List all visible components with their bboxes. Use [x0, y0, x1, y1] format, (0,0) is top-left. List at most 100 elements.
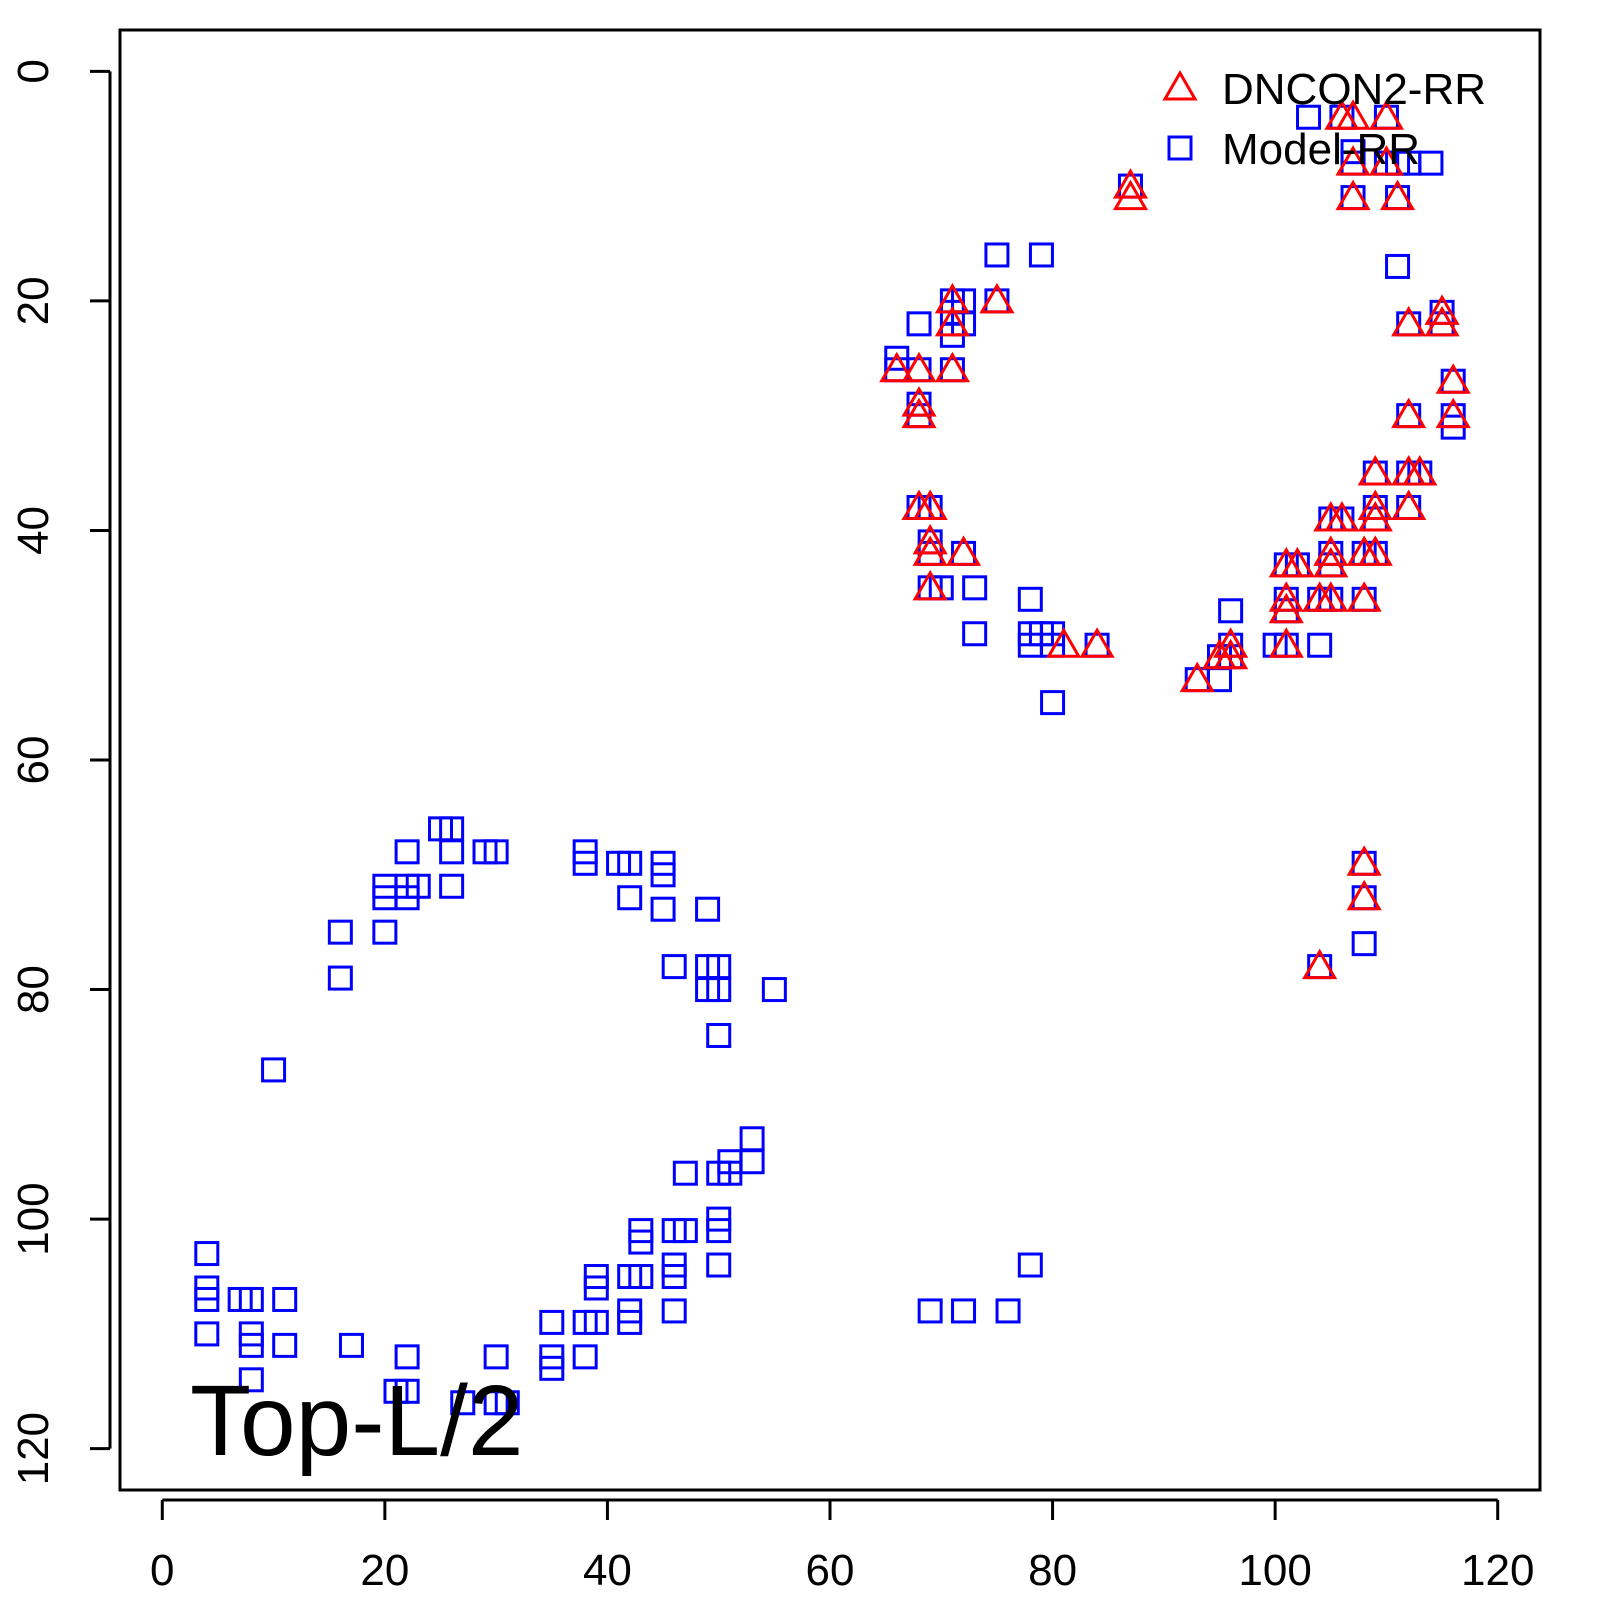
- dncon2-rr-point: [1335, 99, 1371, 130]
- x-tick-label: 120: [1461, 1546, 1534, 1595]
- model-rr-point: [706, 1252, 732, 1278]
- model-rr-point: [439, 839, 465, 865]
- dncon2-rr-point: [1268, 627, 1304, 658]
- model-rr-point: [1017, 1252, 1043, 1278]
- dncon2-rr-point: [1379, 179, 1416, 211]
- model-rr-point: [539, 1355, 565, 1381]
- dncon2-rr-point: [1391, 489, 1427, 520]
- x-tick-label: 20: [360, 1546, 409, 1595]
- dncon2-rr-point: [1357, 455, 1393, 486]
- model-rr-point: [661, 954, 687, 980]
- model-rr-point: [739, 1149, 765, 1175]
- model-rr-point: [194, 1286, 220, 1312]
- dncon2-rr-point: [934, 351, 971, 383]
- model-rr-point: [628, 1229, 654, 1255]
- legend-marker-dncon2-rr: [1162, 69, 1198, 101]
- model-rr-point: [1218, 598, 1244, 624]
- model-rr-point: [238, 1332, 264, 1358]
- dncon2-rr-point: [912, 569, 948, 601]
- model-rr-point: [984, 242, 1010, 268]
- dncon2-rr-point: [1112, 168, 1149, 199]
- dncon2-rr-point: [1324, 500, 1360, 532]
- model-rr-point: [338, 1332, 364, 1358]
- x-tick-label: 0: [150, 1546, 174, 1595]
- series-model-rr: [194, 104, 1466, 1416]
- model-rr-point: [394, 839, 420, 865]
- dncon2-rr-point: [1268, 592, 1304, 624]
- dncon2-rr-point: [1357, 535, 1393, 566]
- model-rr-point: [1296, 104, 1322, 130]
- model-rr-point: [372, 919, 398, 945]
- model-rr-point: [706, 977, 732, 1003]
- y-tick-label: 120: [9, 1412, 58, 1485]
- model-rr-point: [962, 575, 988, 601]
- dncon2-rr-point: [1302, 948, 1338, 980]
- model-rr-point: [951, 1298, 977, 1324]
- x-tick-label: 60: [806, 1546, 855, 1595]
- model-rr-point: [1418, 150, 1444, 176]
- dncon2-rr-point: [1424, 305, 1460, 337]
- dncon2-rr-point: [1268, 581, 1304, 612]
- model-rr-point: [1385, 253, 1411, 279]
- dncon2-rr-point: [1346, 845, 1382, 876]
- plot-annotation: Top-L/2: [190, 1365, 524, 1477]
- model-rr-point: [483, 1344, 509, 1370]
- legend-label: Model-RR: [1222, 125, 1420, 174]
- dncon2-rr-point: [1435, 397, 1471, 429]
- model-rr-point: [238, 1286, 264, 1312]
- dncon2-rr-point: [1079, 627, 1115, 658]
- dncon2-rr-point: [934, 305, 971, 337]
- dncon2-rr-point: [1346, 581, 1382, 612]
- y-axis: 0 20 40 60 80 100 120: [9, 59, 112, 1485]
- dncon2-rr-point: [1424, 294, 1460, 325]
- model-rr-point: [450, 1390, 476, 1416]
- model-rr-point: [995, 1298, 1021, 1324]
- model-rr-point: [650, 862, 676, 888]
- dncon2-rr-point: [1213, 638, 1249, 670]
- x-tick-label: 40: [583, 1546, 632, 1595]
- model-rr-point: [494, 1390, 520, 1416]
- model-rr-point: [327, 965, 353, 991]
- dncon2-rr-point: [1046, 627, 1082, 658]
- y-tick-label: 100: [9, 1182, 58, 1255]
- model-rr-point: [672, 1218, 698, 1244]
- x-tick-label: 80: [1028, 1546, 1077, 1595]
- dncon2-rr-point: [1279, 546, 1315, 578]
- model-rr-point: [238, 1367, 264, 1393]
- model-rr-point: [572, 1344, 598, 1370]
- dncon2-rr-point: [1335, 145, 1371, 176]
- dncon2-rr-point: [1313, 581, 1349, 612]
- dncon2-rr-point: [945, 535, 982, 566]
- model-rr-point: [405, 873, 431, 899]
- y-tick-label: 80: [9, 965, 58, 1014]
- model-rr-point: [1028, 242, 1054, 268]
- model-rr-point: [261, 1057, 287, 1083]
- model-rr-point: [617, 1309, 643, 1335]
- dncon2-rr-point: [1313, 546, 1349, 578]
- model-rr-point: [661, 1298, 687, 1324]
- model-rr-point: [1307, 632, 1333, 658]
- model-rr-point: [583, 1275, 609, 1301]
- model-rr-point: [272, 1332, 298, 1358]
- model-rr-point: [1351, 931, 1377, 957]
- dncon2-rr-point: [1313, 535, 1349, 566]
- model-rr-point: [706, 1022, 732, 1048]
- model-rr-point: [906, 311, 932, 337]
- model-rr-point: [194, 1321, 220, 1347]
- dncon2-rr-point: [1112, 179, 1149, 211]
- dncon2-rr-point: [1357, 500, 1393, 532]
- dncon2-rr-point: [1402, 455, 1438, 486]
- model-rr-point: [327, 919, 353, 945]
- model-rr-point: [706, 1218, 732, 1244]
- y-tick-label: 40: [9, 506, 58, 555]
- dncon2-rr-point: [912, 523, 948, 555]
- dncon2-rr-point: [1346, 879, 1382, 911]
- dncon2-rr-point: [1368, 145, 1405, 176]
- dncon2-rr-point: [979, 282, 1015, 314]
- legend-label: DNCON2-RR: [1222, 65, 1486, 114]
- model-rr-point: [572, 850, 598, 876]
- model-rr-point: [672, 1160, 698, 1186]
- model-rr-point: [539, 1309, 565, 1335]
- dncon2-rr-point: [1335, 179, 1371, 211]
